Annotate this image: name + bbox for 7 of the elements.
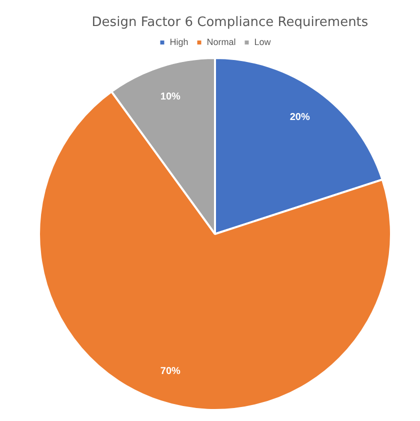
legend-label: Low — [254, 36, 272, 47]
chart-title: Design Factor 6 Compliance Requirements — [90, 14, 370, 30]
legend-label: High — [170, 36, 188, 47]
data-label: 10% — [160, 91, 181, 102]
data-label: 70% — [160, 366, 181, 378]
data-label: 20% — [290, 112, 310, 123]
legend-label: Normal — [206, 36, 236, 47]
